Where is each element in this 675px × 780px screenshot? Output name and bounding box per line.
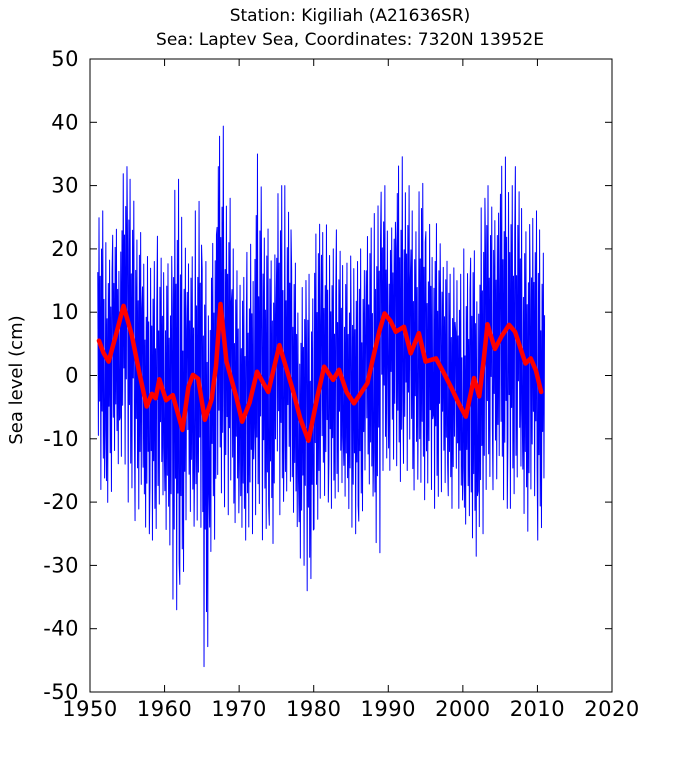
y-axis-ticks xyxy=(90,58,612,693)
x-tick-label: 1960 xyxy=(137,697,192,721)
y-tick-label: 40 xyxy=(51,110,79,134)
y-tick-label: -30 xyxy=(43,553,79,577)
chart-subtitle: Sea: Laptev Sea, Coordinates: 7320N 1395… xyxy=(156,30,544,50)
smoothed-series-path xyxy=(96,301,544,443)
x-axis-tick-labels: 1950 1960 1970 1980 1990 2000 2010 2020 xyxy=(62,697,639,721)
y-axis-tick-labels: -50 -40 -30 -20 -10 0 10 20 30 40 50 xyxy=(43,47,79,704)
smoothed-series-line xyxy=(96,301,544,443)
y-tick-label: -10 xyxy=(43,427,79,451)
x-axis-ticks xyxy=(89,59,613,692)
x-tick-label: 1970 xyxy=(211,697,266,721)
x-tick-label: 2010 xyxy=(510,697,565,721)
chart-title: Station: Kigiliah (A21636SR) xyxy=(230,6,471,26)
y-tick-label: 50 xyxy=(51,47,79,71)
x-tick-label: 1950 xyxy=(62,697,117,721)
x-tick-label: 1980 xyxy=(286,697,341,721)
y-tick-label: 30 xyxy=(51,174,79,198)
y-tick-label: 10 xyxy=(51,300,79,324)
y-tick-label: -40 xyxy=(43,617,79,641)
y-axis-label: Sea level (cm) xyxy=(6,315,27,444)
x-tick-label: 2000 xyxy=(435,697,490,721)
monthly-series-path xyxy=(97,125,546,668)
y-tick-label: -50 xyxy=(43,680,79,704)
x-tick-label: 2020 xyxy=(584,697,639,721)
y-tick-label: 20 xyxy=(51,237,79,261)
y-tick-label: 0 xyxy=(65,364,79,388)
y-tick-label: -20 xyxy=(43,490,79,514)
monthly-series-line xyxy=(97,125,546,668)
x-tick-label: 1990 xyxy=(361,697,416,721)
